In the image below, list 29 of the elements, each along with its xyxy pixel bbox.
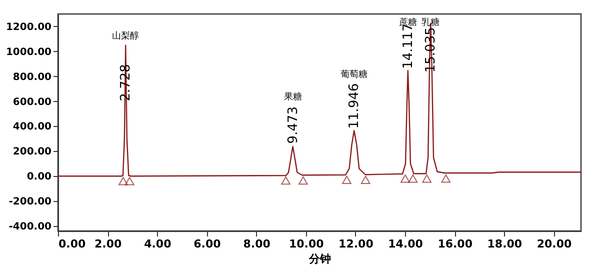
y-tick-label: 200.00: [12, 146, 52, 158]
y-tick-label: 0.00: [26, 172, 52, 183]
annotation: 葡萄糖: [340, 69, 368, 80]
y-tick-label: -200.00: [8, 196, 52, 208]
x-tick-label: 10.00: [288, 238, 324, 250]
x-tick-label: 2.00: [94, 238, 122, 250]
y-tick-label: 1000.00: [6, 46, 52, 58]
annotation: 山梨醇: [112, 30, 140, 42]
annotation: 乳糖: [422, 17, 440, 28]
x-tick-label: 20.00: [536, 238, 572, 250]
y-tick-label: 800.00: [12, 72, 52, 83]
x-tick-label: 8.00: [243, 238, 271, 250]
annotation: 11.946: [347, 83, 362, 129]
annotation: 2.728: [118, 64, 134, 102]
x-axis-title: 分钟: [308, 252, 331, 266]
x-tick-label: 14.00: [388, 238, 424, 250]
x-tick-label: 16.00: [438, 238, 473, 250]
annotation: 9.473: [286, 106, 301, 144]
x-tick-label: 6.00: [194, 238, 222, 250]
annotation: 果糖: [284, 92, 302, 103]
x-tick-label: 0.00: [58, 238, 86, 250]
x-tick-label: 12.00: [338, 238, 374, 250]
x-tick-label: 18.00: [487, 238, 522, 250]
y-tick-label: 600.00: [12, 96, 52, 108]
annotation: 15.035: [424, 27, 439, 73]
y-tick-label: 1200.00: [6, 22, 52, 33]
x-tick-label: 4.00: [144, 238, 172, 250]
y-tick-label: 400.00: [12, 122, 52, 133]
y-tick-label: -400.00: [8, 222, 52, 233]
